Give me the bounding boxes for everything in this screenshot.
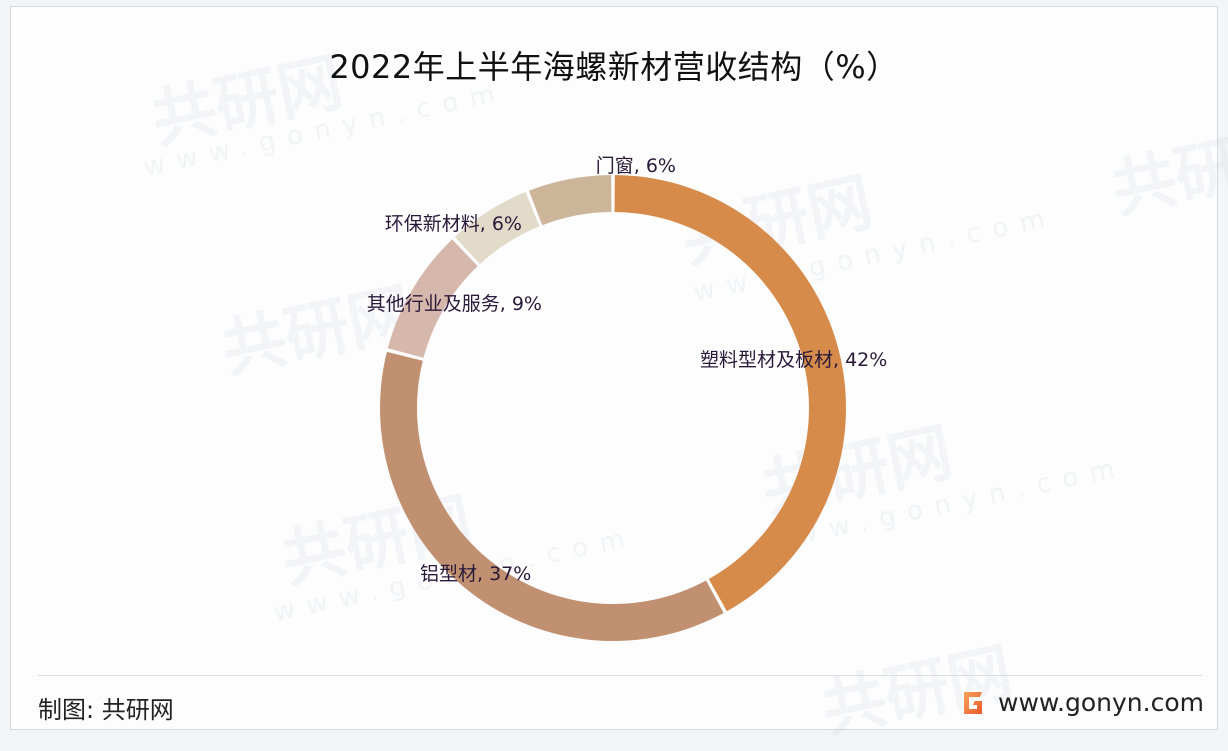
donut-segment[interactable] [454, 192, 540, 265]
donut-segment[interactable] [387, 239, 478, 358]
donut-segment[interactable] [614, 175, 846, 612]
footer-brand: www.gonyn.com [960, 688, 1204, 717]
website-url[interactable]: www.gonyn.com [998, 688, 1204, 717]
data-label: 塑料型材及板材, 42% [700, 349, 887, 371]
data-label: 环保新材料, 6% [385, 213, 522, 235]
data-label: 门窗, 6% [596, 155, 676, 177]
source-label: 制图: 共研网 [38, 696, 174, 724]
chart-title: 2022年上半年海螺新材营收结构（%） [329, 48, 899, 86]
data-label: 其他行业及服务, 9% [367, 293, 542, 315]
gonyn-logo-icon [964, 691, 983, 714]
donut-segment[interactable] [528, 175, 612, 226]
data-label: 铝型材, 37% [420, 563, 531, 585]
footer-divider [38, 675, 1202, 676]
donut-segment[interactable] [379, 351, 724, 641]
